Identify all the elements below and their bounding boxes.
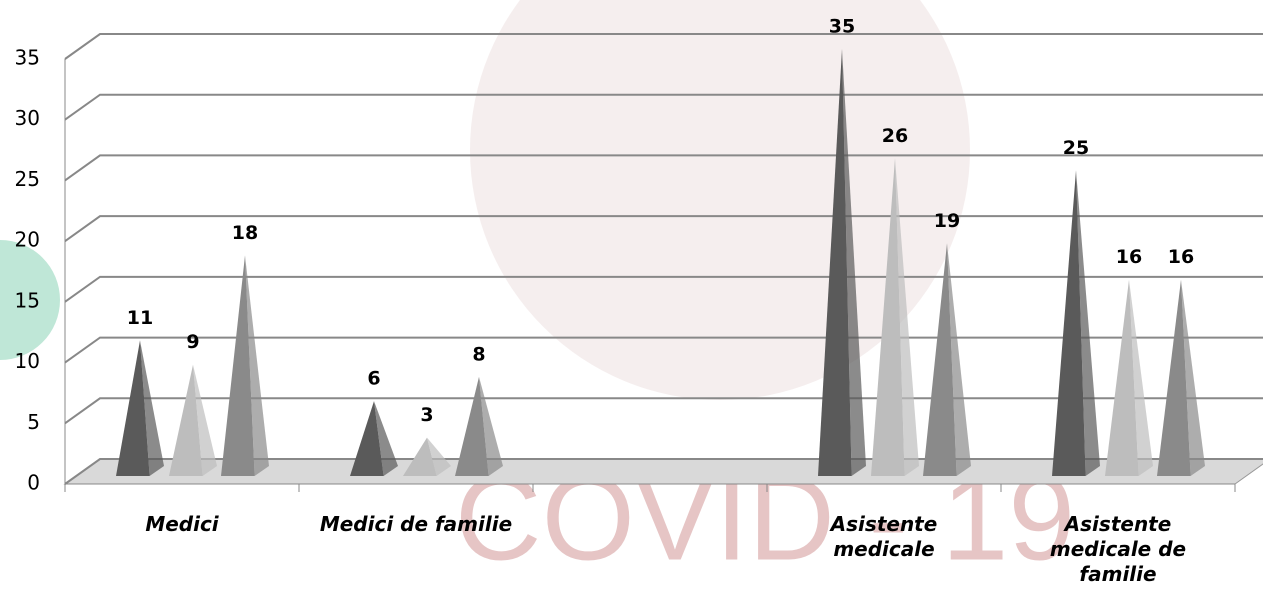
pyramid xyxy=(455,376,503,476)
pyramid xyxy=(1052,170,1100,476)
y-tick-label: 15 xyxy=(15,288,40,312)
pyramid-face xyxy=(818,49,852,476)
pyramid-side xyxy=(193,364,217,476)
pyramid-side xyxy=(374,401,398,476)
value-label: 6 xyxy=(367,368,380,390)
pyramid-side xyxy=(245,255,269,476)
y-tick-label: 10 xyxy=(15,349,40,373)
pyramid-face xyxy=(871,158,905,477)
pyramid xyxy=(116,340,164,476)
grid-line xyxy=(64,275,1263,303)
pyramid-face xyxy=(350,401,384,476)
value-label: 3 xyxy=(420,404,433,426)
pyramid-side xyxy=(947,243,971,476)
y-tick-label: 35 xyxy=(15,46,40,70)
pyramid xyxy=(871,158,919,477)
pyramid xyxy=(1157,279,1205,476)
pyramid-face xyxy=(1105,279,1139,476)
pyramid-face xyxy=(403,437,437,476)
grid-line xyxy=(64,93,1263,121)
value-label: 25 xyxy=(1063,137,1089,159)
pyramid-side xyxy=(842,49,866,476)
grid-line xyxy=(64,33,1263,60)
y-tick-label: 20 xyxy=(15,228,40,252)
pyramid xyxy=(818,49,866,476)
value-label: 19 xyxy=(934,210,960,232)
value-label: 9 xyxy=(186,331,199,353)
y-tick-label: 25 xyxy=(15,167,40,191)
pyramid-side xyxy=(895,158,919,477)
y-tick-label: 0 xyxy=(27,471,40,495)
pyramid-face xyxy=(116,340,150,476)
value-label: 18 xyxy=(232,222,258,244)
pyramid-side xyxy=(1181,279,1205,476)
x-tick-label: Asistente medicale xyxy=(830,512,938,561)
pyramid xyxy=(923,243,971,476)
x-tick-label: Medici de familie xyxy=(319,512,513,536)
value-label: 26 xyxy=(882,125,908,147)
value-label: 11 xyxy=(127,307,153,329)
grid-line xyxy=(64,336,1263,364)
pyramid-side xyxy=(479,376,503,476)
y-tick-label: 30 xyxy=(15,106,40,130)
pyramid-side xyxy=(427,437,451,476)
grid-line xyxy=(64,154,1263,182)
pyramid-side xyxy=(140,340,164,476)
pyramid xyxy=(350,401,398,476)
pyramid xyxy=(169,364,217,476)
background-shape xyxy=(0,240,60,360)
y-tick-label: 5 xyxy=(27,410,40,434)
value-label: 16 xyxy=(1168,246,1194,268)
pyramid-face xyxy=(923,243,957,476)
pyramid xyxy=(1105,279,1153,476)
pyramid xyxy=(403,437,451,476)
pyramid-side xyxy=(1076,170,1100,476)
x-tick-label: Asistente medicale de familie xyxy=(1049,512,1187,586)
pyramid-face xyxy=(221,255,255,476)
x-tick-label: Medici xyxy=(145,512,219,536)
grid-line xyxy=(64,215,1263,242)
pyramid-face xyxy=(169,364,203,476)
pyramid xyxy=(221,255,269,476)
value-label: 35 xyxy=(829,16,855,38)
pyramid-side xyxy=(1129,279,1153,476)
value-label: 8 xyxy=(472,343,485,365)
pyramid-face xyxy=(1052,170,1086,476)
value-label: 16 xyxy=(1116,246,1142,268)
grid-line xyxy=(64,397,1263,425)
pyramid-face xyxy=(1157,279,1191,476)
pyramid-face xyxy=(455,376,489,476)
